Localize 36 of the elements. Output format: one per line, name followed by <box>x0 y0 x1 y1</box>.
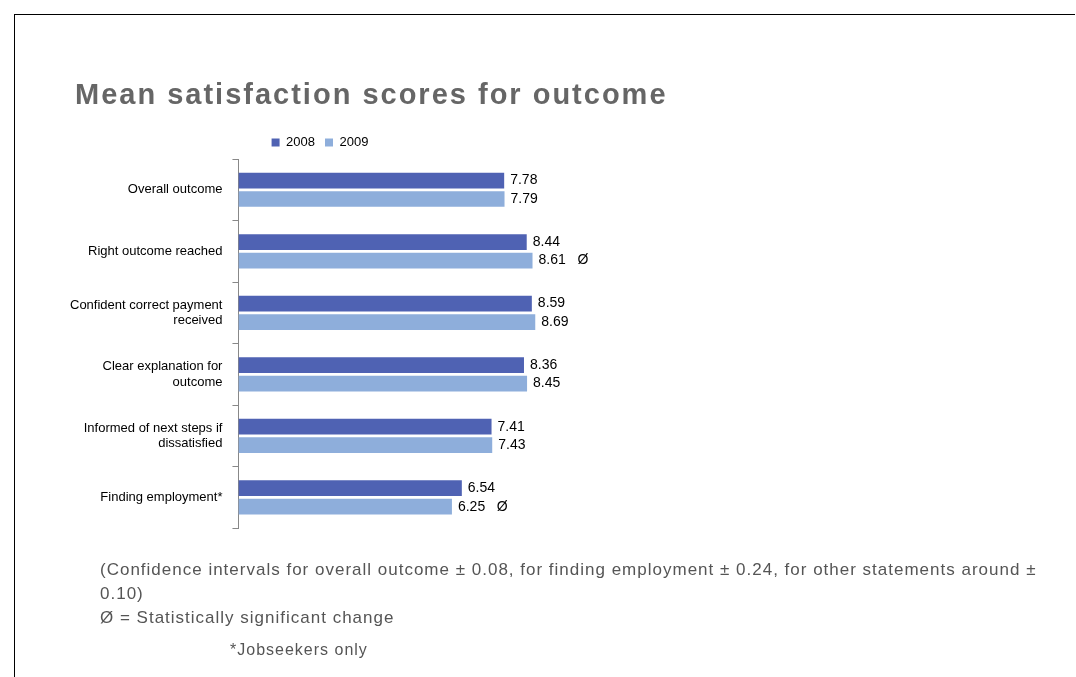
bar <box>238 314 536 330</box>
legend-label: 2008 <box>286 134 315 150</box>
legend-label: 2009 <box>339 134 369 150</box>
bar <box>238 418 492 435</box>
text: *Jobseekers only <box>230 640 369 660</box>
bar <box>238 437 493 453</box>
data-label: 6.54 <box>467 479 496 496</box>
y-tick-label: Overall outcome <box>127 181 223 197</box>
bar <box>238 375 528 392</box>
chart-title: Mean satisfaction scores for outcome <box>75 78 668 111</box>
bar <box>238 234 527 250</box>
data-label: 7.43 <box>498 435 526 452</box>
text: (Confidence intervals for overall outcome ± 0.08, for finding employment ± 0.24, for other statements around ± 0.10) <box>100 559 1038 605</box>
data-label: 7.78 <box>510 171 538 188</box>
data-label: 8.61 Ø <box>538 251 589 268</box>
bar <box>238 252 533 269</box>
y-tick-label: Right outcome reached <box>88 242 223 258</box>
y-tick-label: Clear explanation for outcome <box>102 358 224 389</box>
bar <box>238 498 452 515</box>
bar <box>238 191 505 207</box>
y-tick-label: Informed of next steps if dissatisfied <box>83 419 223 451</box>
data-label: 8.69 <box>541 312 569 329</box>
data-label: 6.25 Ø <box>457 497 508 514</box>
y-tick-label: Confident correct payment received <box>70 296 223 328</box>
text: Ø = Statistically significant change <box>100 607 396 629</box>
data-label: 8.45 <box>533 374 561 391</box>
data-label: 7.79 <box>510 189 538 206</box>
data-label: 8.44 <box>532 232 561 249</box>
bar <box>238 480 462 497</box>
data-label: 7.41 <box>497 417 525 434</box>
bar <box>238 172 505 189</box>
data-label: 8.36 <box>529 356 558 372</box>
data-label: 8.59 <box>537 294 566 311</box>
y-tick-label: Finding employment* <box>100 489 223 505</box>
bar <box>238 357 524 373</box>
bar <box>238 295 532 312</box>
